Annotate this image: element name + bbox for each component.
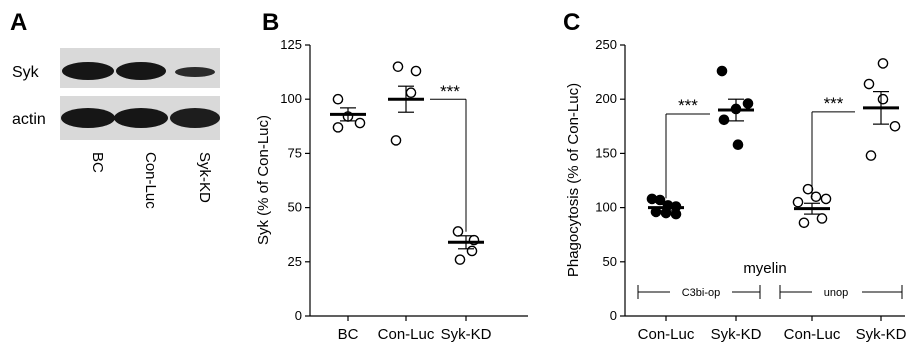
chart-b-sig-label: ***: [440, 82, 460, 101]
chart-b-x-tick-label: BC: [338, 326, 359, 343]
chart-b-data-point: [410, 65, 422, 77]
chart-c-y-tick-label: 50: [603, 254, 617, 269]
panel-c-letter: C: [563, 9, 580, 36]
blot-lane-bc: BC: [89, 152, 106, 173]
chart-c-y-tick-label: 200: [595, 91, 617, 106]
chart-c-x-tick-label: Syk-KD: [856, 326, 907, 343]
chart-b: 0 25 50 75 100 125 Syk (% of Con-Luc) BC Con-Luc…: [255, 37, 528, 343]
chart-c-data-point: [877, 58, 889, 69]
chart-c-x-tick-label: Con-Luc: [784, 326, 841, 343]
chart-c-y-tick-label: 100: [595, 200, 617, 215]
chart-b-data-point: [452, 226, 464, 237]
chart-b-x-tick-label: Con-Luc: [378, 326, 435, 343]
chart-c-data-point: [802, 183, 814, 195]
chart-c-sig-label: ***: [678, 96, 698, 115]
chart-c-data-point: [810, 191, 822, 203]
chart-c-data-point: [816, 213, 828, 224]
chart-c-data-point: [732, 139, 744, 151]
band-actin-bc: [61, 108, 115, 128]
chart-c-y-tick-label: 0: [610, 308, 617, 323]
chart-c-sig-label: ***: [824, 94, 844, 113]
chart-c-data-point: [798, 217, 810, 229]
chart-c-group-label-right: unop: [824, 287, 848, 299]
chart-c-data-point: [889, 121, 901, 132]
chart-b-data-point: [405, 87, 417, 98]
chart-c-y-tick-label: 250: [595, 37, 617, 52]
chart-b-data-point: [354, 117, 366, 129]
chart-c: 0 50 100 150 200 250 Phagocytosis (% of Con-Lu…: [565, 37, 907, 343]
chart-b-y-tick-label: 75: [288, 145, 302, 160]
band-actin-conluc: [114, 108, 168, 128]
chart-b-y-tick-label: 0: [295, 308, 302, 323]
chart-c-data-point: [742, 98, 754, 109]
blot-row-syk: Syk: [12, 64, 40, 81]
chart-b-data-point: [454, 254, 466, 265]
panel-a-letter: A: [10, 9, 27, 36]
chart-c-group-label-left: C3bi-op: [682, 287, 721, 299]
chart-c-x-tick-label: Syk-KD: [711, 326, 762, 343]
western-blot: Syk actin BC Con-Luc Syk-KD: [12, 48, 220, 209]
chart-c-data-point: [718, 114, 730, 126]
chart-c-data-point: [716, 65, 728, 77]
chart-c-x-tick-label: Con-Luc: [638, 326, 695, 343]
chart-c-data-point: [865, 150, 877, 161]
chart-b-data-point: [466, 245, 478, 257]
chart-c-y-axis-title: Phagocytosis (% of Con-Luc): [565, 83, 582, 277]
band-syk-bc: [62, 62, 114, 80]
chart-b-y-tick-label: 125: [280, 37, 302, 52]
chart-b-y-axis-title: Syk (% of Con-Luc): [255, 115, 272, 245]
chart-b-y-tick-label: 50: [288, 200, 302, 215]
chart-c-y-tick-label: 150: [595, 145, 617, 160]
band-syk-sykkd: [175, 67, 215, 77]
chart-c-group-title: myelin: [743, 260, 786, 277]
chart-b-x-tick-label: Syk-KD: [441, 326, 492, 343]
chart-c-data-point: [820, 193, 832, 205]
chart-b-y-tick-label: 100: [280, 91, 302, 106]
chart-b-data-point: [332, 122, 344, 133]
blot-lane-conluc: Con-Luc: [142, 152, 159, 209]
chart-c-data-point: [792, 196, 804, 208]
chart-b-data-point: [392, 61, 404, 72]
chart-b-y-tick-label: 25: [288, 254, 302, 269]
blot-row-actin: actin: [12, 111, 46, 128]
chart-c-data-point: [877, 93, 889, 105]
chart-b-data-point: [332, 93, 344, 105]
chart-b-data-point: [390, 135, 402, 146]
blot-lane-sykkd: Syk-KD: [196, 152, 213, 203]
band-syk-conluc: [116, 62, 166, 80]
chart-c-data-point: [670, 208, 682, 220]
band-actin-sykkd: [170, 108, 220, 128]
panel-b-letter: B: [262, 9, 279, 36]
chart-c-data-point: [863, 78, 875, 90]
